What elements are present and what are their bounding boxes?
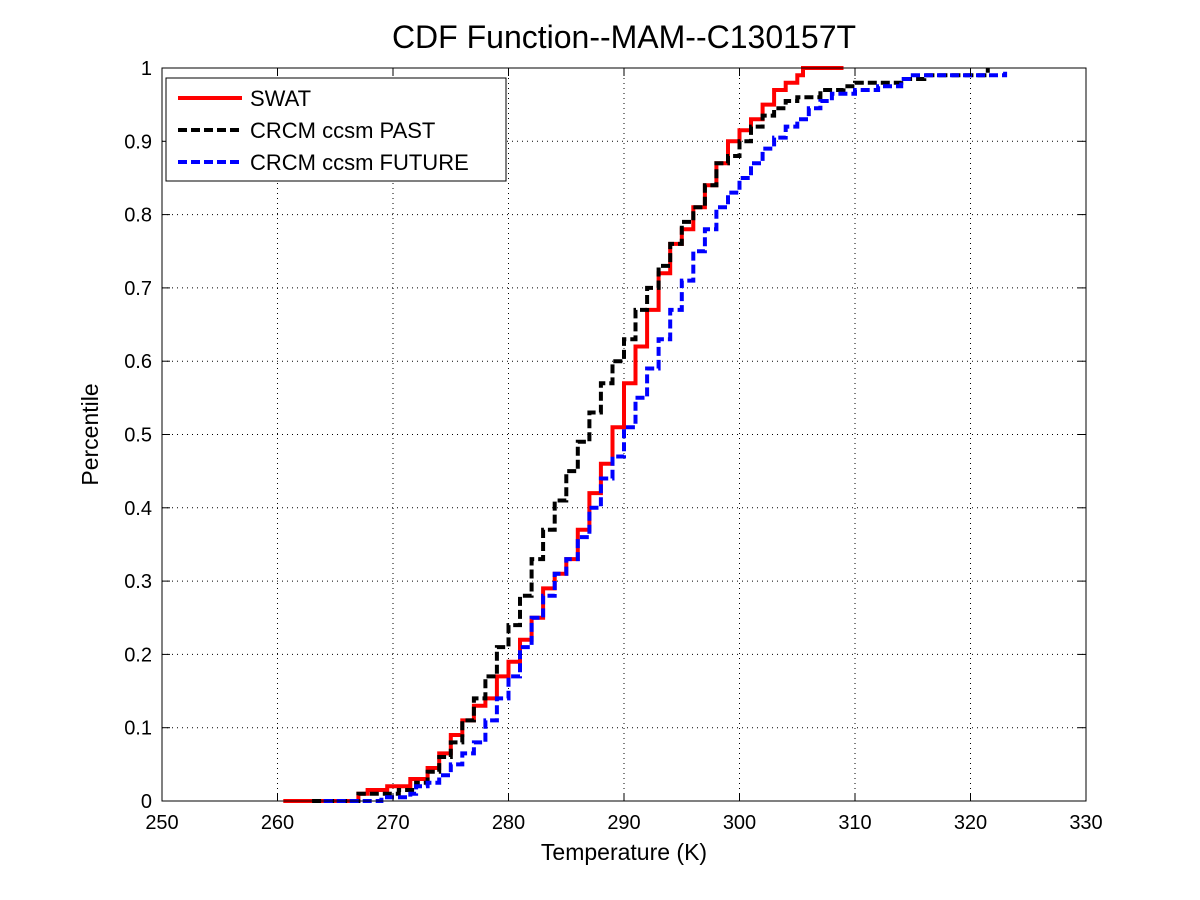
- axis-ticks: [161, 67, 1087, 802]
- y-tick-label: 0.2: [124, 644, 152, 666]
- x-tick-label: 330: [1069, 812, 1102, 834]
- legend-entry: CRCM ccsm PAST: [178, 118, 435, 143]
- x-tick-label: 260: [261, 812, 294, 834]
- y-tick-label: 0.3: [124, 571, 152, 593]
- legend-label: CRCM ccsm FUTURE: [250, 150, 469, 175]
- x-tick-labels: 250 260 270 280 290 300 310 320 330: [145, 812, 1102, 834]
- y-tick-label: 0.5: [124, 425, 152, 447]
- grid-lines: [162, 68, 1086, 801]
- x-tick-label: 290: [607, 812, 640, 834]
- x-tick-label: 300: [723, 812, 756, 834]
- legend-entry: SWAT: [178, 86, 311, 111]
- y-tick-label: 0.6: [124, 351, 152, 373]
- y-tick-label: 0: [141, 791, 152, 813]
- y-tick-label: 0.9: [124, 131, 152, 153]
- legend-label: CRCM ccsm PAST: [250, 118, 435, 143]
- legend-label: SWAT: [250, 86, 311, 111]
- x-axis-label: Temperature (K): [541, 839, 707, 865]
- y-tick-label: 1: [141, 58, 152, 80]
- legend-entry: CRCM ccsm FUTURE: [178, 150, 469, 175]
- legend: SWAT CRCM ccsm PAST CRCM ccsm FUTURE: [165, 77, 507, 182]
- x-tick-label: 320: [954, 812, 987, 834]
- legend-entries: SWAT CRCM ccsm PAST CRCM ccsm FUTURE: [178, 86, 469, 175]
- y-tick-label: 0.1: [124, 718, 152, 740]
- y-tick-label: 0.8: [124, 205, 152, 227]
- y-tick-label: 0.4: [124, 498, 152, 520]
- series-line-1: [312, 68, 990, 803]
- x-tick-label: 250: [145, 812, 178, 834]
- series-line-2: [323, 71, 1008, 803]
- y-axis-label: Percentile: [77, 383, 103, 485]
- x-tick-label: 270: [376, 812, 409, 834]
- x-tick-label: 310: [838, 812, 871, 834]
- y-tick-label: 0.7: [124, 278, 152, 300]
- chart-title: CDF Function--MAM--C130157T: [392, 19, 856, 55]
- y-tick-labels: 0 0.1 0.2 0.3 0.4 0.5 0.6 0.7 0.8 0.9 1: [124, 58, 152, 813]
- series-lines: [283, 66, 1008, 803]
- x-tick-label: 280: [492, 812, 525, 834]
